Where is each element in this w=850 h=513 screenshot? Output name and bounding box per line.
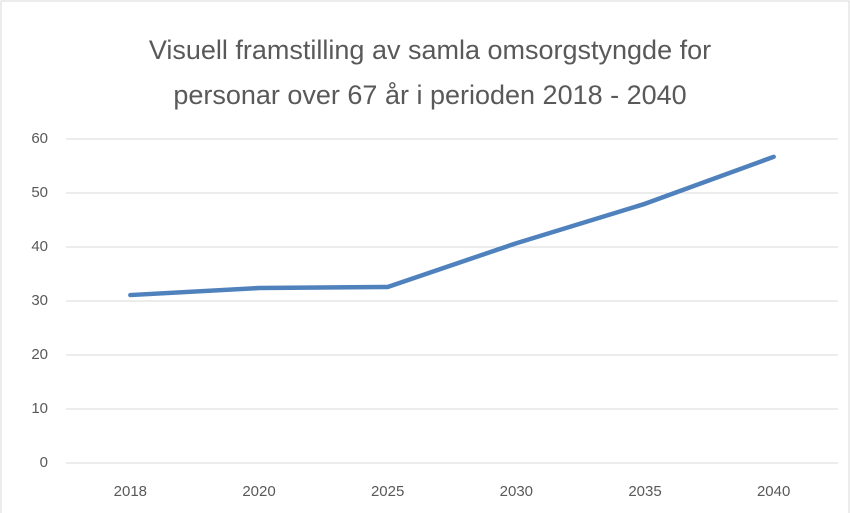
- y-tick-label: 50: [31, 184, 48, 201]
- y-tick-label: 20: [31, 346, 48, 363]
- x-tick-label: 2020: [242, 483, 275, 500]
- y-tick-label: 10: [31, 400, 48, 417]
- y-tick-label: 30: [31, 292, 48, 309]
- x-tick-label: 2025: [371, 483, 404, 500]
- data-line: [128, 154, 776, 298]
- x-tick-label: 2030: [500, 483, 533, 500]
- chart-title: Visuell framstilling av samla omsorgstyn…: [148, 35, 712, 110]
- x-tick-label: 2035: [628, 483, 661, 500]
- y-tick-label: 60: [31, 130, 48, 147]
- x-tick-label: 2018: [114, 483, 147, 500]
- x-tick-label: 2040: [757, 483, 790, 500]
- y-tick-label: 0: [40, 454, 48, 471]
- y-tick-label: 40: [31, 238, 48, 255]
